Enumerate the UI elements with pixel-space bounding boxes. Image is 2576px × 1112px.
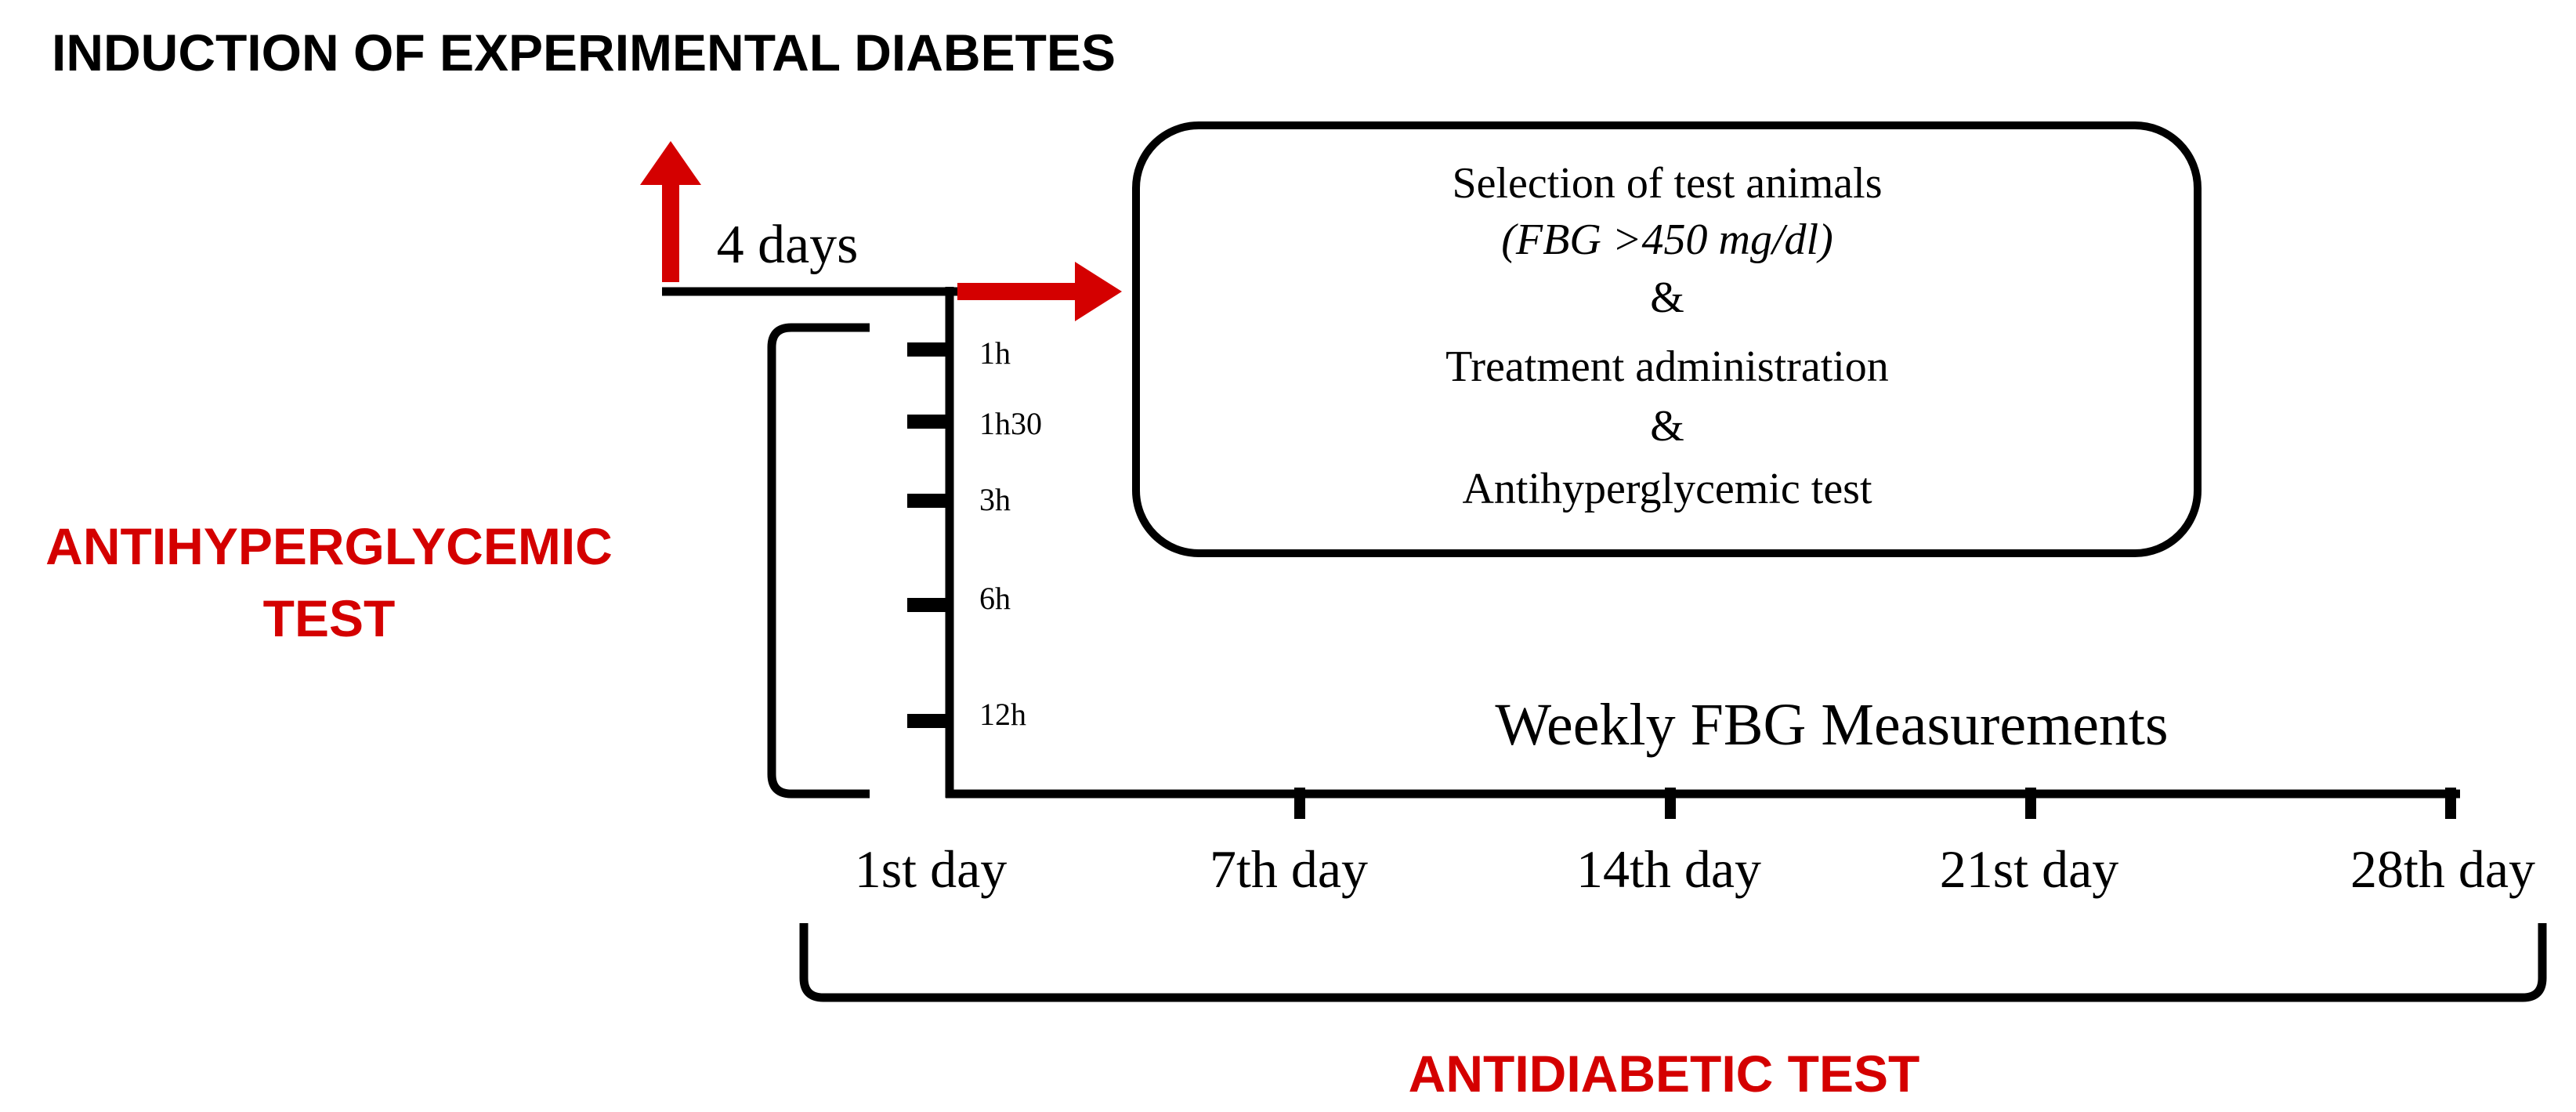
antihyperglycemic-label-line-2: TEST xyxy=(263,589,396,647)
day-tick-label: 28th day xyxy=(2350,839,2535,899)
weekly-measurements-label: Weekly FBG Measurements xyxy=(1495,692,2168,758)
hour-tick-label: 1h30 xyxy=(979,406,1042,441)
selection-line-6: Antihyperglycemic test xyxy=(1462,465,1872,513)
day-tick-label: 14th day xyxy=(1576,839,1761,899)
hour-tick-labels: 1h 1h30 3h 6h 12h xyxy=(979,335,1042,732)
hour-tick-mark xyxy=(907,494,946,508)
day-tick-mark xyxy=(1665,788,1676,819)
day-tick-label: 21st day xyxy=(1940,839,2119,899)
antihyperglycemic-label: ANTIHYPERGLYCEMIC TEST xyxy=(45,517,613,647)
day-tick-mark xyxy=(2025,788,2036,819)
hour-tick-label: 1h xyxy=(979,335,1011,371)
hour-ticks xyxy=(907,342,946,728)
hour-tick-mark xyxy=(907,714,946,728)
hour-tick-mark xyxy=(907,598,946,612)
diagram-title: INDUCTION OF EXPERIMENTAL DIABETES xyxy=(52,24,1116,81)
day-tick-labels: 1st day 7th day 14th day 21st day 28th d… xyxy=(855,839,2535,899)
selection-line-4: Treatment administration xyxy=(1445,342,1889,391)
selection-line-1: Selection of test animals xyxy=(1453,159,1883,208)
antihyperglycemic-bracket xyxy=(767,323,870,799)
selection-right-arrow xyxy=(957,262,1122,321)
day-tick-label: 1st day xyxy=(855,839,1008,899)
hour-tick-label: 3h xyxy=(979,482,1011,517)
day-tick-mark xyxy=(2445,788,2456,819)
selection-box xyxy=(1132,121,2202,557)
day-tick-mark xyxy=(1294,788,1305,819)
selection-box-text: Selection of test animals (FBG >450 mg/d… xyxy=(1445,159,1889,513)
antidiabetic-label: ANTIDIABETIC TEST xyxy=(1409,1045,1920,1103)
day-ticks xyxy=(1294,788,2456,819)
hour-tick-label: 12h xyxy=(979,697,1026,732)
induction-up-arrow xyxy=(640,141,701,282)
day-tick-label: 7th day xyxy=(1210,839,1368,899)
selection-line-3: & xyxy=(1650,273,1684,322)
selection-line-5: & xyxy=(1650,402,1684,451)
antihyperglycemic-label-line-1: ANTIHYPERGLYCEMIC xyxy=(45,517,613,575)
hour-tick-label: 6h xyxy=(979,581,1011,616)
hour-tick-mark xyxy=(907,342,946,357)
selection-line-2: (FBG >450 mg/dl) xyxy=(1501,216,1833,264)
induction-interval-label: 4 days xyxy=(717,215,859,275)
antidiabetic-bracket xyxy=(799,923,2547,1002)
hour-tick-mark xyxy=(907,415,946,429)
